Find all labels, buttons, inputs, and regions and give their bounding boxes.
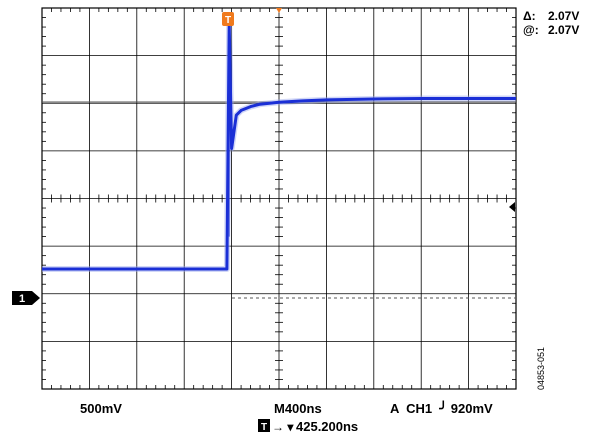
figure-id: 04853-051 [536,347,546,390]
trigger-position-icon-label: T [261,422,267,433]
trigger-position-value: 425.200ns [296,419,358,434]
trigger-offset-arrow [276,8,282,13]
graticule [42,8,516,389]
trigger-position-arrows: → ▾ [272,420,294,434]
channel-1-label: 1 [19,293,25,305]
waveform-line [42,23,516,271]
channel-1-marker: 1 [12,291,40,305]
trigger-readout: A CH1 ╯ 920mV [390,400,493,416]
waveform-trace [42,21,516,272]
timebase-readout: M400ns [274,401,322,416]
trigger-position-readout: T → ▾ 425.200ns [258,419,358,434]
trigger-marker: T [222,12,234,26]
channel-scale-readout: 500mV [80,401,122,416]
graticule-minor-ticks [42,8,516,389]
trigger-marker-label: T [225,15,231,26]
delta-label: Δ: [523,9,536,23]
trigger-level-arrow [509,202,515,212]
at-label: @: [523,23,539,37]
delta-value: 2.07V [548,9,579,23]
at-value: 2.07V [548,23,579,37]
